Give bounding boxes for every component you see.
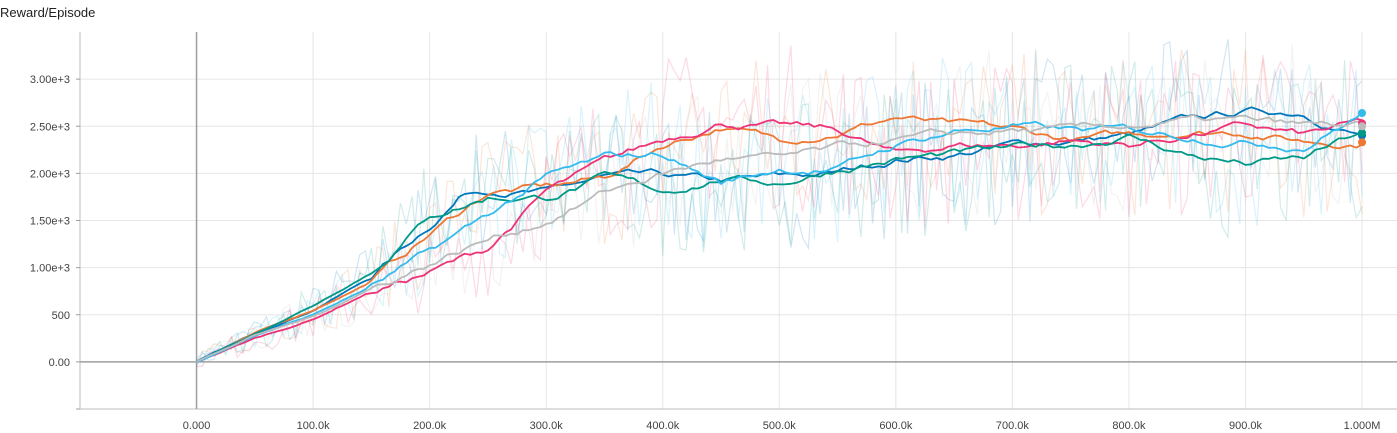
x-tick-label: 300.0k: [530, 420, 564, 432]
x-tick-label: 100.0k: [297, 420, 331, 432]
series-endpoints: [1358, 109, 1367, 147]
tick-labels: 0.00 500 1.00e+3 1.50e+3 2.00e+3 2.50e+3 3.00e…: [30, 74, 1380, 432]
y-tick-label: 1.00e+3: [30, 263, 70, 275]
x-tick-label: 800.0k: [1112, 420, 1146, 432]
y-tick-label: 2.00e+3: [30, 168, 70, 180]
series-line: [196, 117, 1363, 363]
noise-line: [195, 49, 1363, 361]
series-endpoint: [1358, 128, 1367, 137]
noise-line: [196, 49, 1363, 361]
chart-title: Reward/Episode: [0, 5, 96, 20]
smoothed-series: [196, 106, 1363, 364]
noise-line: [196, 44, 1363, 368]
x-tick-label: 0.000: [183, 420, 211, 432]
series-endpoint: [1358, 122, 1367, 131]
x-tick-label: 600.0k: [879, 420, 913, 432]
y-tick-label: 1.50e+3: [30, 216, 70, 228]
series-line: [196, 129, 1363, 363]
noise-line: [196, 60, 1363, 362]
y-tick-label: 2.50e+3: [30, 121, 70, 133]
series-line: [196, 111, 1363, 364]
x-tick-label: 900.0k: [1229, 420, 1263, 432]
series-line: [196, 113, 1363, 363]
x-tick-label: 400.0k: [646, 420, 680, 432]
y-tick-label: 0.00: [49, 357, 70, 369]
x-tick-label: 200.0k: [413, 420, 447, 432]
y-tick-label: 500: [52, 310, 70, 322]
y-tick-label: 3.00e+3: [30, 74, 70, 86]
series-line: [196, 115, 1363, 363]
series-endpoint: [1358, 138, 1367, 147]
axes: [76, 32, 1397, 410]
x-tick-label: 700.0k: [996, 420, 1030, 432]
x-tick-label: 1.000M: [1344, 420, 1381, 432]
x-tick-label: 500.0k: [763, 420, 797, 432]
series-endpoint: [1358, 109, 1367, 118]
